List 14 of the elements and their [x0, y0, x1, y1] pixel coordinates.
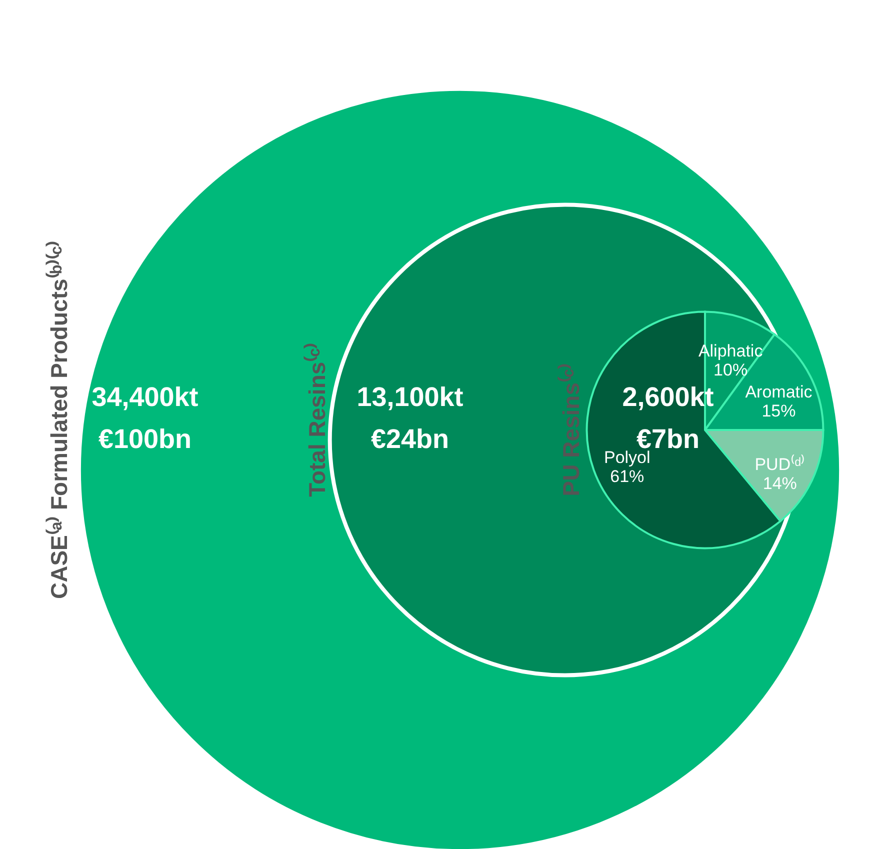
data-label: 34,400kt: [92, 382, 198, 412]
data-label: 14%: [762, 474, 797, 494]
slice-label: Aliphatic: [698, 341, 764, 360]
data-label: €24bn: [370, 424, 450, 454]
data-label: 10%: [714, 360, 748, 380]
slice-label: Aromatic: [745, 382, 813, 402]
slice-label: PUD⁽ᵈ⁾: [754, 454, 806, 474]
data-label: €100bn: [98, 424, 192, 454]
data-label: 15%: [762, 401, 796, 420]
data-label: 13,100kt: [356, 382, 464, 412]
category-label: PU Resins⁽ᶜ⁾: [557, 364, 584, 496]
category-label: Total Resins⁽ᶜ⁾: [303, 343, 330, 497]
data-label: 61%: [610, 467, 644, 486]
category-label: CASE⁽ᵃ⁾ Formulated Products⁽ᵇ⁾⁽ᶜ⁾: [45, 240, 72, 600]
